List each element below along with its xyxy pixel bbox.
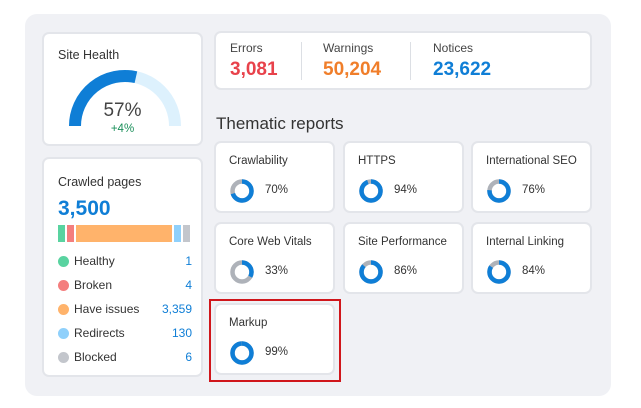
issues-summary-card: Errors 3,081 Warnings 50,204 Notices 23,…: [214, 31, 592, 90]
report-percent: 76%: [522, 184, 546, 196]
report-donut-icon: [487, 179, 511, 203]
donut-fill: [230, 341, 254, 365]
warnings-label: Warnings: [323, 41, 374, 55]
legend-label: Redirects: [74, 326, 125, 340]
legend-label: Broken: [74, 278, 113, 292]
legend-dot: [58, 304, 69, 315]
legend-item-broken[interactable]: Broken 4: [58, 278, 192, 294]
thematic-reports-heading: Thematic reports: [216, 114, 344, 133]
report-percent: 86%: [394, 265, 418, 277]
report-percent: 33%: [265, 265, 289, 277]
site-health-gauge: [69, 70, 181, 127]
report-name: Markup: [229, 317, 268, 329]
report-card-site-performance[interactable]: Site Performance 86%: [343, 222, 464, 294]
report-donut-icon: [230, 341, 254, 365]
report-donut-icon: [487, 260, 511, 284]
donut-fill: [359, 260, 383, 284]
legend-dot: [58, 328, 69, 339]
legend-value[interactable]: 130: [171, 326, 192, 340]
donut-fill: [230, 179, 254, 203]
report-card-crawlability[interactable]: Crawlability 70%: [214, 141, 335, 213]
bar-segment-have-issues: [76, 225, 172, 242]
legend-label: Blocked: [74, 350, 117, 364]
divider: [301, 42, 302, 80]
legend-item-healthy[interactable]: Healthy 1: [58, 254, 192, 270]
legend-value[interactable]: 6: [185, 350, 192, 364]
report-donut-icon: [230, 179, 254, 203]
divider: [410, 42, 411, 80]
report-donut-icon: [359, 179, 383, 203]
legend-item-blocked[interactable]: Blocked 6: [58, 350, 192, 366]
crawled-pages-total[interactable]: 3,500: [58, 197, 111, 220]
legend-value[interactable]: 3,359: [161, 302, 192, 316]
legend-dot: [58, 280, 69, 291]
site-health-percent: 57%: [103, 100, 142, 121]
errors-label: Errors: [230, 41, 263, 55]
bar-segment-broken: [67, 225, 74, 242]
report-percent: 84%: [522, 265, 546, 277]
notices-value[interactable]: 23,622: [433, 59, 492, 80]
crawled-distribution-bar: [58, 225, 190, 242]
legend-label: Have issues: [74, 302, 140, 316]
gauge-fill: [69, 70, 138, 127]
crawled-pages-title: Crawled pages: [58, 175, 142, 189]
legend-value[interactable]: 1: [185, 254, 192, 268]
legend-item-have-issues[interactable]: Have issues 3,359: [58, 302, 192, 318]
report-card-international-seo[interactable]: International SEO 76%: [471, 141, 592, 213]
legend-dot: [58, 256, 69, 267]
warnings-stat[interactable]: Warnings 50,204: [323, 41, 381, 81]
donut-fill: [487, 179, 511, 203]
report-percent: 70%: [265, 184, 289, 196]
legend-label: Healthy: [74, 254, 115, 268]
report-card-markup[interactable]: Markup 99%: [214, 303, 335, 375]
errors-stat[interactable]: Errors 3,081: [230, 41, 278, 81]
bar-segment-redirects: [174, 225, 181, 242]
donut-fill: [359, 179, 383, 203]
donut-fill: [487, 260, 511, 284]
report-percent: 99%: [265, 346, 289, 358]
notices-stat[interactable]: Notices 23,622: [433, 41, 491, 81]
report-name: HTTPS: [358, 155, 396, 167]
site-health-delta: +4%: [110, 123, 135, 135]
bar-segment-blocked: [183, 225, 190, 242]
legend-dot: [58, 352, 69, 363]
report-donut-icon: [230, 260, 254, 284]
report-card-internal-linking[interactable]: Internal Linking 84%: [471, 222, 592, 294]
report-name: Site Performance: [358, 236, 447, 248]
site-health-title: Site Health: [58, 48, 120, 62]
crawled-pages-card[interactable]: Crawled pages 3,500 Healthy 1 Broken 4 Have …: [42, 157, 203, 377]
report-name: Crawlability: [229, 155, 288, 167]
report-name: Core Web Vitals: [229, 236, 312, 248]
site-health-card[interactable]: Site Health 57% +4%: [42, 32, 203, 146]
errors-value[interactable]: 3,081: [230, 59, 278, 80]
legend-item-redirects[interactable]: Redirects 130: [58, 326, 192, 342]
report-donut-icon: [359, 260, 383, 284]
report-name: International SEO: [486, 155, 577, 167]
legend-value[interactable]: 4: [185, 278, 192, 292]
report-percent: 94%: [394, 184, 418, 196]
donut-fill: [230, 260, 254, 284]
report-card-https[interactable]: HTTPS 94%: [343, 141, 464, 213]
selection-highlight: [209, 299, 341, 382]
report-name: Internal Linking: [486, 236, 564, 248]
notices-label: Notices: [433, 41, 474, 55]
warnings-value[interactable]: 50,204: [323, 59, 382, 80]
report-card-core-web-vitals[interactable]: Core Web Vitals 33%: [214, 222, 335, 294]
bar-segment-healthy: [58, 225, 65, 242]
